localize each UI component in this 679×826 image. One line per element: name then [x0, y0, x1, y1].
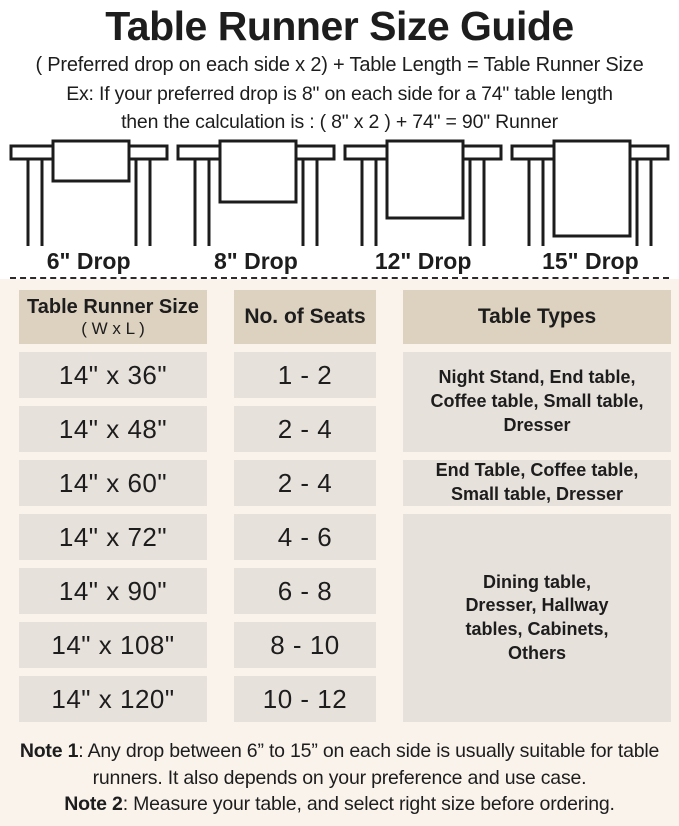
table-illustrations — [0, 136, 679, 246]
types-text: Night Stand, End table, Coffee table, Sm… — [430, 367, 644, 435]
seats-cell: 1 - 2 — [234, 352, 376, 398]
table-runner-diagram-icon — [510, 139, 670, 246]
size-cell: 14" x 48" — [19, 406, 207, 452]
dashed-divider — [10, 277, 669, 279]
note-1-label: Note 1 — [19, 740, 79, 762]
note-2-label: Note 2 — [64, 793, 123, 815]
header-cell-types: Table Types — [403, 290, 671, 344]
note-2: Note 2: Measure your table, and select r… — [4, 791, 675, 818]
header-size-subtitle: ( W x L ) — [81, 318, 145, 338]
seats-cell: 10 - 12 — [234, 676, 376, 722]
table-illustration-8in — [176, 138, 336, 246]
seats-cell: 6 - 8 — [234, 568, 376, 614]
runner-rect — [218, 139, 298, 204]
seats-cell: 8 - 10 — [234, 622, 376, 668]
note-1-text: : Any drop between 6” to 15” on each sid… — [78, 740, 660, 789]
types-cell-medium-tables: End Table, Coffee table, Small table, Dr… — [403, 460, 671, 506]
table-illustration-15in — [510, 138, 670, 246]
table-illustration-6in — [9, 138, 169, 246]
header-cell-size: Table Runner Size ( W x L ) — [19, 290, 207, 344]
size-cell: 14" x 36" — [19, 352, 207, 398]
table-runner-diagram-icon — [343, 139, 503, 246]
drop-label-15in: 15" Drop — [542, 248, 639, 274]
note-1: Note 1: Any drop between 6” to 15” on ea… — [4, 738, 675, 791]
types-cell-dining-tables: Dining table, Dresser, Hallway tables, C… — [403, 514, 671, 722]
example-line-2: then the calculation is : ( 8" x 2 ) + 7… — [121, 111, 558, 133]
bottom-section: Table Runner Size ( W x L ) No. of Seats… — [0, 279, 679, 826]
drop-labels: 6" Drop 8" Drop 12" Drop 15" Drop — [0, 246, 679, 276]
table-illustration-12in — [343, 138, 503, 246]
runner-rect — [385, 139, 465, 220]
types-text: Dining table, Dresser, Hallway tables, C… — [465, 571, 609, 663]
top-section: Table Runner Size Guide ( Preferred drop… — [0, 0, 679, 279]
runner-rect — [51, 139, 131, 183]
size-cell: 14" x 120" — [19, 676, 207, 722]
size-cell: 14" x 108" — [19, 622, 207, 668]
note-2-text: : Measure your table, and select right s… — [122, 793, 615, 815]
runner-rect — [552, 139, 632, 238]
drop-label-12in: 12" Drop — [374, 248, 472, 274]
drop-label-6in: 6" Drop — [46, 248, 131, 274]
formula-text: ( Preferred drop on each side x 2) + Tab… — [35, 54, 644, 76]
notes: Note 1: Any drop between 6” to 15” on ea… — [0, 738, 679, 818]
page-title: Table Runner Size Guide — [105, 3, 574, 49]
types-cell-small-tables: Night Stand, End table, Coffee table, Sm… — [403, 352, 671, 452]
size-cell: 14" x 72" — [19, 514, 207, 560]
drop-label-8in: 8" Drop — [214, 248, 298, 274]
seats-cell: 4 - 6 — [234, 514, 376, 560]
size-cell: 14" x 90" — [19, 568, 207, 614]
size-guide-table: Table Runner Size ( W x L ) No. of Seats… — [19, 290, 671, 722]
size-cell: 14" x 60" — [19, 460, 207, 506]
header-cell-seats: No. of Seats — [234, 290, 376, 344]
seats-cell: 2 - 4 — [234, 460, 376, 506]
types-text: End Table, Coffee table, Small table, Dr… — [435, 460, 639, 504]
table-runner-diagram-icon — [176, 139, 336, 246]
example-line-1: Ex: If your preferred drop is 8" on each… — [66, 83, 613, 105]
header-size-title: Table Runner Size — [27, 295, 199, 318]
table-runner-diagram-icon — [9, 139, 169, 246]
seats-cell: 2 - 4 — [234, 406, 376, 452]
